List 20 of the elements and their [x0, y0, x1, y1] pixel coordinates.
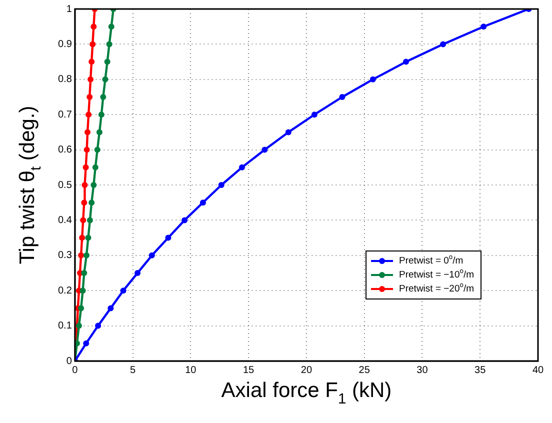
y-tick-label: 0 — [66, 356, 72, 367]
y-tick-label: 1 — [66, 4, 72, 15]
y-tick-label: 0.5 — [58, 180, 72, 191]
x-tick-label: 30 — [416, 364, 428, 376]
x-tick-label: 20 — [300, 364, 312, 376]
x-tick-label: 15 — [243, 364, 255, 376]
y-tick-label: 0.9 — [58, 38, 72, 50]
y-tick-label: 0.4 — [58, 214, 72, 226]
y-tick-label: 0.7 — [58, 109, 72, 120]
x-tick-label: 40 — [532, 364, 544, 376]
x-tick-label: 25 — [358, 364, 370, 376]
x-tick-label: 5 — [130, 364, 136, 376]
y-tick-label: 0.3 — [58, 250, 72, 262]
y-tick-label: 0.2 — [58, 285, 72, 296]
x-tick-label: 35 — [474, 364, 486, 376]
y-tick-label: 0.8 — [58, 74, 72, 86]
y-tick-label: 0.6 — [58, 144, 72, 156]
y-tick-label: 0.1 — [58, 320, 72, 332]
y-axis-title: Tip twist θt (deg.) — [16, 106, 44, 264]
x-tick-label: 10 — [185, 364, 197, 376]
